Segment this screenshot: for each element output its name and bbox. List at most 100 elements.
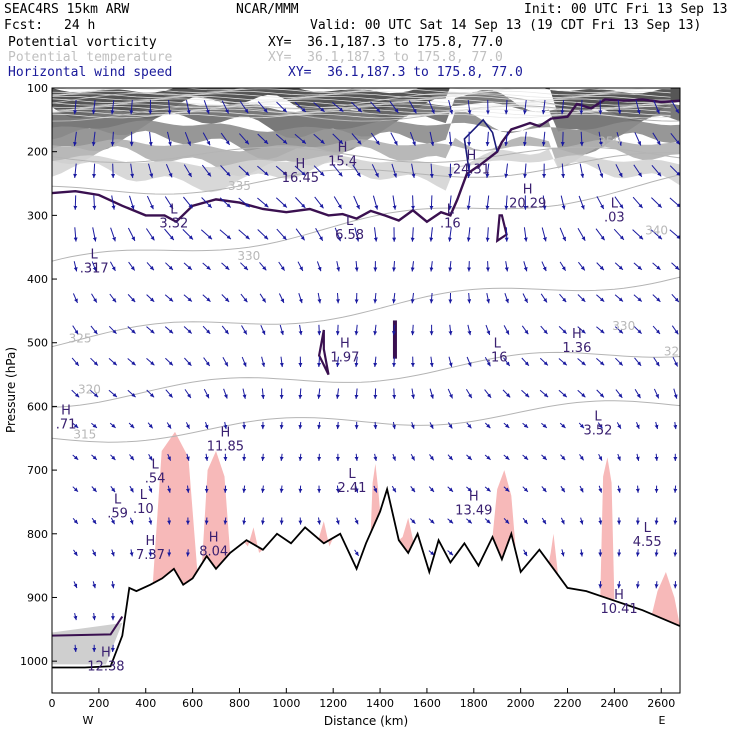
wind-vector <box>146 262 155 271</box>
extremum-kind-label: L <box>494 336 502 351</box>
wind-vector <box>411 163 416 178</box>
wind-vector <box>202 294 211 302</box>
wind-vector <box>522 293 529 304</box>
wind-vector <box>503 486 510 492</box>
wind-vector <box>541 131 546 147</box>
extremum-value-label: 16.45 <box>282 171 319 186</box>
wind-vector <box>615 357 624 366</box>
theta-contour <box>52 98 671 103</box>
wind-vector <box>203 357 211 367</box>
field-name-pv: Potential vorticity <box>8 35 157 50</box>
wind-vector <box>259 262 267 271</box>
wind-vector <box>558 389 568 398</box>
wind-vector <box>239 133 250 145</box>
theta-contour <box>52 111 671 116</box>
wind-vector <box>485 261 490 272</box>
wind-vector <box>614 262 624 271</box>
wind-vector <box>447 486 454 493</box>
wind-vector <box>411 195 416 210</box>
wind-vector <box>578 261 586 271</box>
wind-vector <box>409 132 416 146</box>
wind-vector <box>521 325 529 335</box>
wind-vector <box>373 453 378 462</box>
wind-vector <box>560 195 566 210</box>
wind-vector <box>485 131 490 147</box>
wind-vector <box>279 324 284 336</box>
theta-label: 320 <box>78 383 101 397</box>
wind-vector <box>653 388 660 399</box>
wind-vector <box>577 326 586 334</box>
wind-vector <box>276 101 288 113</box>
model-name: SEAC4RS 15km ARW <box>4 2 130 17</box>
wind-vector <box>130 163 135 178</box>
wind-vector <box>466 356 472 367</box>
humidity-region <box>314 521 334 547</box>
wind-vector <box>257 133 269 145</box>
wind-vector <box>354 356 359 368</box>
wind-vector <box>579 517 584 525</box>
wind-vector <box>595 228 606 241</box>
wind-vector <box>91 486 97 493</box>
extremum-kind-label: L <box>170 203 178 218</box>
wind-vector <box>110 454 116 461</box>
pv-shading-band <box>52 89 680 140</box>
wind-vector <box>148 549 153 557</box>
wind-vector <box>166 422 172 429</box>
theta-contour <box>52 113 671 119</box>
wind-vector <box>503 422 510 429</box>
wind-vector <box>542 195 547 210</box>
wind-vector <box>391 324 396 336</box>
wind-vector <box>275 197 288 208</box>
wind-vector <box>521 389 530 398</box>
wind-vector <box>127 294 136 303</box>
wind-vector <box>371 164 379 178</box>
wind-vector <box>221 325 229 335</box>
wind-vector <box>354 453 359 461</box>
wind-vector <box>654 453 659 461</box>
wind-vector <box>671 325 679 335</box>
wind-vector <box>635 453 640 462</box>
wind-vector <box>504 293 509 304</box>
extremum-kind-label: H <box>340 336 350 351</box>
wind-vector <box>333 196 343 210</box>
wind-vector <box>598 581 603 589</box>
wind-vector <box>257 197 269 208</box>
wind-vector <box>502 389 511 398</box>
field-xy-wind: XY= 36.1,187.3 to 175.8, 77.0 <box>288 65 523 80</box>
wind-vector <box>242 421 247 430</box>
wind-vector <box>221 100 230 114</box>
wind-vector <box>164 228 175 241</box>
wind-vector <box>73 131 78 147</box>
wind-vector <box>220 132 231 146</box>
wind-vector <box>429 261 434 272</box>
pv-contour-closed <box>495 214 508 244</box>
wind-vector <box>504 261 509 272</box>
wind-vector <box>275 133 288 145</box>
wind-vector <box>220 165 231 177</box>
wind-vector <box>278 293 285 304</box>
wind-vector <box>522 486 529 493</box>
wind-vector <box>295 228 306 241</box>
theta-contour <box>52 400 680 443</box>
wind-vector <box>429 131 435 147</box>
wind-vector <box>652 294 661 303</box>
wind-vector <box>221 262 230 271</box>
wind-vector <box>633 262 643 271</box>
wind-vector <box>316 261 322 272</box>
wind-vector <box>73 581 78 589</box>
wind-vector <box>73 549 78 557</box>
humidity-region <box>202 451 231 569</box>
wind-vector <box>90 357 99 366</box>
wind-vector <box>598 485 603 493</box>
wind-vector <box>73 227 78 242</box>
wind-vector <box>651 164 662 177</box>
wind-vector <box>240 293 248 303</box>
wind-vector <box>654 517 659 525</box>
wind-vector <box>108 358 118 366</box>
wind-vector <box>352 164 361 178</box>
wind-vector <box>351 101 363 113</box>
wind-vector <box>278 261 286 271</box>
wind-vector <box>504 99 509 115</box>
wind-vector <box>541 454 548 461</box>
